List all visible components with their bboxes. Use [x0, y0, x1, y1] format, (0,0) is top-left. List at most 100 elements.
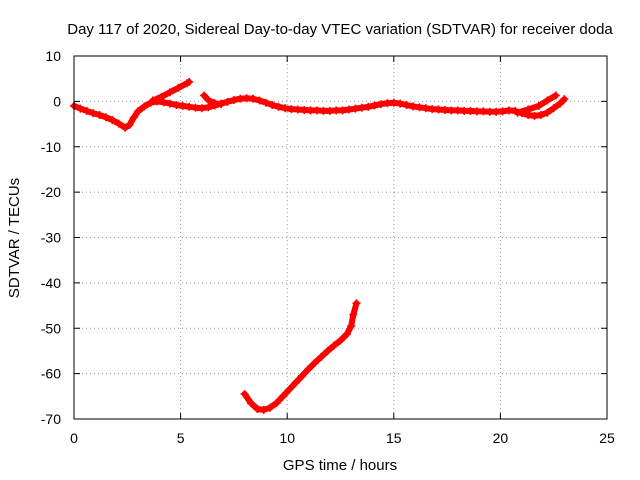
data-point [347, 321, 356, 330]
y-tick-label: 0 [53, 93, 61, 109]
grid [74, 56, 607, 419]
data-point [291, 378, 300, 387]
data-point [408, 102, 417, 111]
data-point [342, 330, 351, 339]
data-point [536, 110, 545, 119]
data-point [364, 102, 373, 111]
data-point [336, 336, 345, 345]
data-point [148, 96, 157, 105]
data-point [551, 91, 560, 100]
data-point [278, 392, 287, 401]
data-point [556, 99, 565, 108]
data-point [421, 104, 430, 113]
data-point [396, 99, 405, 108]
data-point [246, 399, 255, 408]
data-point [200, 91, 209, 100]
data-point [261, 98, 270, 107]
data-point [229, 96, 238, 105]
data-point [266, 403, 275, 412]
data-point [174, 83, 183, 92]
data-point [253, 405, 262, 414]
data-point [185, 102, 194, 111]
data-point [543, 96, 552, 105]
y-tick-label: -60 [41, 366, 61, 382]
tick-labels: 0 5 10 15 20 25 10 0 -10 -20 -30 -40 -50 -60 -70 [41, 48, 615, 446]
y-tick-label: 10 [45, 48, 61, 64]
y-tick-label: -50 [41, 320, 61, 336]
x-tick-label: 0 [70, 430, 78, 446]
data-point [255, 96, 264, 105]
ticks [73, 55, 608, 420]
y-axis-title: SDTVAR / TECUs [6, 178, 23, 298]
data-point [89, 109, 98, 118]
data-point [281, 104, 290, 113]
data-point [560, 95, 569, 104]
data-point [223, 97, 232, 106]
data-point [101, 113, 110, 122]
data-point [389, 98, 398, 107]
data-point [95, 110, 104, 119]
data-point [285, 385, 294, 394]
data-point [534, 101, 543, 110]
y-tick-label: -10 [41, 139, 61, 155]
chart-title: Day 117 of 2020, Sidereal Day-to-day VTE… [67, 21, 613, 38]
data-point [298, 371, 307, 380]
data-point [349, 310, 358, 319]
data-point [338, 106, 347, 115]
data-point [204, 103, 213, 112]
data-layer [70, 77, 569, 414]
data-point [197, 104, 206, 113]
data-point [178, 101, 187, 110]
data-point [268, 101, 277, 110]
data-point [357, 103, 366, 112]
data-point [259, 405, 268, 414]
data-point [210, 99, 219, 108]
x-tick-label: 15 [386, 430, 402, 446]
data-point [345, 105, 354, 114]
data-point [217, 100, 226, 109]
data-point [185, 77, 194, 86]
data-point [549, 104, 558, 113]
data-point [204, 96, 213, 105]
y-tick-label: -70 [41, 411, 61, 427]
data-point [82, 106, 91, 115]
data-point [125, 120, 134, 129]
y-tick-label: -20 [41, 184, 61, 200]
data-point [498, 107, 507, 116]
data-point [317, 352, 326, 361]
data-point [157, 92, 166, 101]
data-point [352, 299, 361, 308]
data-point [513, 108, 522, 117]
data-point [370, 101, 379, 110]
data-point [129, 113, 138, 122]
x-tick-label: 5 [177, 430, 185, 446]
data-point [76, 104, 85, 113]
data-point [108, 115, 117, 124]
data-point [249, 94, 258, 103]
y-tick-label: -40 [41, 275, 61, 291]
data-point [415, 103, 424, 112]
data-point [165, 99, 174, 108]
data-point [402, 101, 411, 110]
data-point [377, 100, 386, 109]
data-point [172, 101, 181, 110]
x-tick-label: 25 [599, 430, 615, 446]
data-point [304, 365, 313, 374]
x-axis-title: GPS time / hours [283, 457, 397, 474]
data-point [274, 102, 283, 111]
data-point [240, 390, 249, 399]
data-point [323, 346, 332, 355]
data-point [524, 105, 533, 114]
data-point [140, 102, 149, 111]
data-point [121, 123, 130, 132]
data-point [543, 108, 552, 117]
data-point [272, 399, 281, 408]
data-point [165, 88, 174, 97]
x-tick-label: 10 [279, 430, 295, 446]
data-point [351, 104, 360, 113]
data-point [310, 358, 319, 367]
data-point [530, 111, 539, 120]
data-point [114, 119, 123, 128]
